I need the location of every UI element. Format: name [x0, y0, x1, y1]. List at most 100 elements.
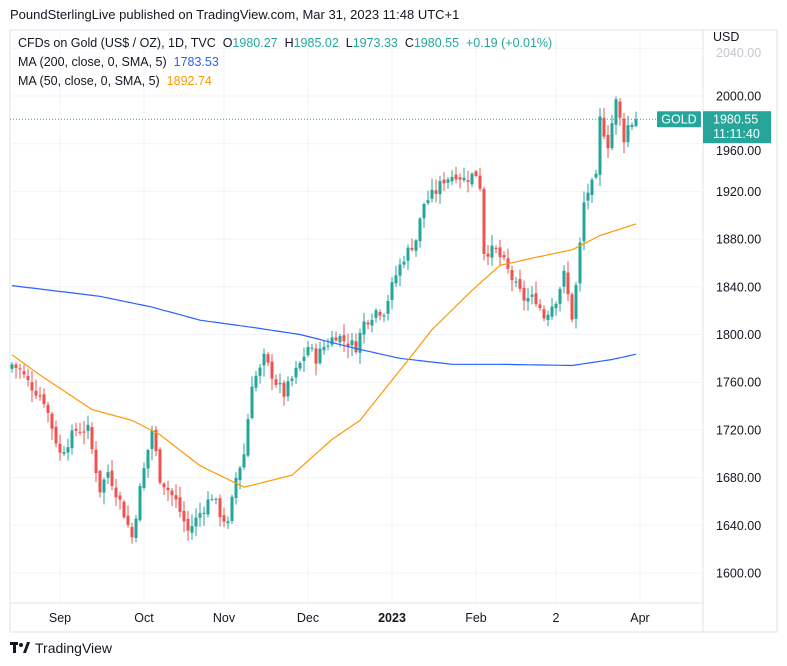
- y-tick-label: 1760.00: [716, 376, 761, 390]
- candle: [106, 464, 110, 485]
- candle-body: [138, 486, 142, 521]
- candle: [26, 368, 30, 387]
- candle-body: [334, 337, 338, 341]
- ma50-line: [11, 223, 637, 488]
- candle-body: [26, 375, 30, 381]
- candle: [42, 388, 46, 408]
- candle: [422, 202, 426, 228]
- candle: [242, 443, 246, 470]
- candle: [586, 183, 590, 210]
- candle: [506, 248, 510, 274]
- candle-body: [602, 117, 606, 137]
- candle-body: [134, 518, 138, 538]
- candle: [330, 330, 334, 347]
- candle-body: [30, 382, 34, 391]
- legend-ma50[interactable]: MA (50, close, 0, SMA, 5) 1892.74: [18, 74, 212, 88]
- candle: [194, 508, 198, 537]
- candle-body: [290, 378, 294, 381]
- publish-info: PoundSterlingLive published on TradingVi…: [10, 7, 460, 22]
- price-tag-value: 1980.55: [713, 113, 758, 127]
- candle-body: [230, 496, 234, 522]
- candle: [374, 308, 378, 323]
- x-tick-label: 2: [553, 611, 560, 625]
- candle-body: [538, 304, 542, 309]
- candle-body: [522, 287, 526, 301]
- candle: [210, 494, 214, 501]
- candle: [378, 309, 382, 321]
- legend-l-label: L: [345, 36, 353, 50]
- candle: [134, 514, 138, 543]
- candle-body: [590, 179, 594, 195]
- candle: [498, 239, 502, 267]
- ma50-label: MA (50, close, 0, SMA, 5): [18, 74, 160, 88]
- candle-body: [186, 519, 190, 531]
- price-axis: [702, 29, 778, 633]
- candle: [46, 401, 50, 423]
- candle-body: [562, 270, 566, 287]
- candle: [130, 522, 134, 544]
- candle: [522, 280, 526, 311]
- tradingview-logo[interactable]: TradingView: [10, 640, 112, 656]
- candle: [594, 169, 598, 180]
- candle: [102, 477, 106, 505]
- candle: [146, 448, 150, 478]
- candle-body: [258, 367, 262, 376]
- candle: [574, 281, 578, 329]
- candle-body: [554, 303, 558, 309]
- candle: [538, 299, 542, 311]
- candle: [174, 484, 178, 508]
- candle: [262, 348, 266, 377]
- candle-body: [390, 282, 394, 301]
- candle-body: [294, 367, 298, 378]
- candle: [530, 286, 534, 305]
- candle-body: [78, 431, 82, 433]
- candle-body: [142, 468, 146, 489]
- candle: [122, 499, 126, 519]
- candle-body: [322, 346, 326, 351]
- ma50-value: 1892.74: [166, 74, 212, 88]
- legend-ma200[interactable]: MA (200, close, 0, SMA, 5) 1783.53: [18, 55, 219, 69]
- candle: [390, 277, 394, 310]
- candle-body: [398, 264, 402, 276]
- candle: [370, 313, 374, 333]
- candle-body: [482, 188, 486, 254]
- legend-o-label: O: [222, 36, 233, 50]
- candle-body: [350, 340, 354, 346]
- legend-h-label: H: [284, 36, 294, 50]
- candle: [190, 514, 194, 540]
- x-tick-label: Dec: [297, 611, 319, 625]
- candle: [466, 171, 470, 193]
- ma200-label: MA (200, close, 0, SMA, 5): [18, 55, 167, 69]
- candle: [150, 425, 154, 461]
- ma200-line: [11, 285, 637, 367]
- legend-open: 1980.27: [232, 36, 278, 50]
- candle: [18, 364, 22, 379]
- y-tick-label: 1800.00: [716, 328, 761, 342]
- candle-body: [306, 347, 310, 356]
- candle-body: [450, 176, 454, 182]
- candle-body: [550, 306, 554, 317]
- candle-body: [102, 479, 106, 493]
- candle-body: [342, 335, 346, 342]
- candle: [142, 462, 146, 491]
- candle: [382, 312, 386, 323]
- candle: [570, 292, 574, 323]
- candle: [278, 373, 282, 394]
- candle-body: [422, 204, 426, 219]
- candle-body: [34, 390, 38, 396]
- candle-body: [466, 180, 470, 182]
- candle-body: [582, 202, 586, 242]
- candle: [406, 244, 410, 270]
- candle: [470, 172, 474, 188]
- candle-body: [470, 173, 474, 185]
- candle-body: [606, 134, 610, 149]
- candle: [166, 480, 170, 502]
- candle-body: [618, 101, 622, 118]
- candle: [482, 186, 486, 261]
- candle: [206, 491, 210, 518]
- candle: [302, 347, 306, 373]
- candle-body: [514, 281, 518, 283]
- y-tick-label: 1600.00: [716, 567, 761, 581]
- candle: [234, 472, 238, 505]
